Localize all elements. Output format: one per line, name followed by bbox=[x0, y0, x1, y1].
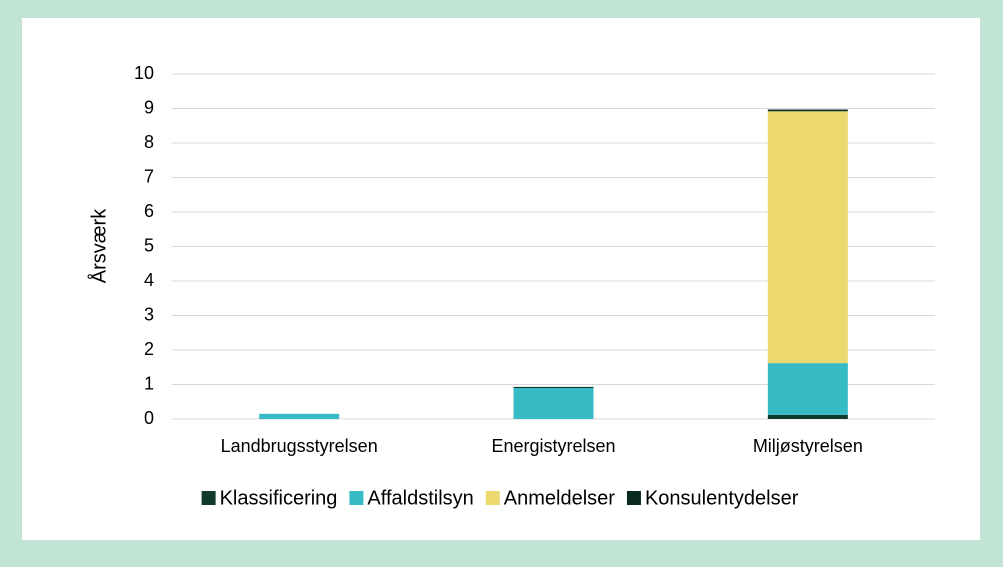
y-tick-label: 6 bbox=[144, 201, 154, 221]
bar-segment bbox=[767, 414, 848, 419]
legend-label: Klassificering bbox=[220, 487, 338, 509]
x-tick-label: Energistyrelsen bbox=[491, 436, 615, 456]
y-tick-label: 8 bbox=[144, 132, 154, 152]
y-tick-label: 4 bbox=[144, 270, 154, 290]
y-tick-label: 9 bbox=[144, 97, 154, 117]
y-tick-label: 3 bbox=[144, 304, 154, 324]
x-tick-label: Landbrugsstyrelsen bbox=[221, 436, 378, 456]
bar-segment bbox=[259, 413, 340, 419]
legend-swatch bbox=[349, 491, 364, 505]
y-tick-label: 0 bbox=[144, 408, 154, 428]
legend-label: Anmeldelser bbox=[504, 487, 616, 509]
bar-segment bbox=[513, 386, 594, 388]
x-tick-label: Miljøstyrelsen bbox=[753, 436, 863, 456]
y-tick-label: 2 bbox=[144, 339, 154, 359]
y-tick-label: 10 bbox=[134, 63, 154, 83]
bar-segment bbox=[513, 387, 594, 419]
legend-swatch bbox=[201, 491, 216, 505]
bar-segment bbox=[767, 109, 848, 112]
y-axis-label: Årsværk bbox=[87, 208, 110, 283]
legend-swatch bbox=[485, 491, 500, 505]
bar-segment bbox=[767, 111, 848, 364]
legend-label: Affaldstilsyn bbox=[367, 487, 473, 509]
legend-swatch bbox=[626, 491, 641, 505]
bar-segment bbox=[767, 363, 848, 415]
y-tick-label: 1 bbox=[144, 373, 154, 393]
y-tick-label: 7 bbox=[144, 166, 154, 186]
legend-label: Konsulentydelser bbox=[645, 487, 799, 509]
y-tick-label: 5 bbox=[144, 235, 154, 255]
